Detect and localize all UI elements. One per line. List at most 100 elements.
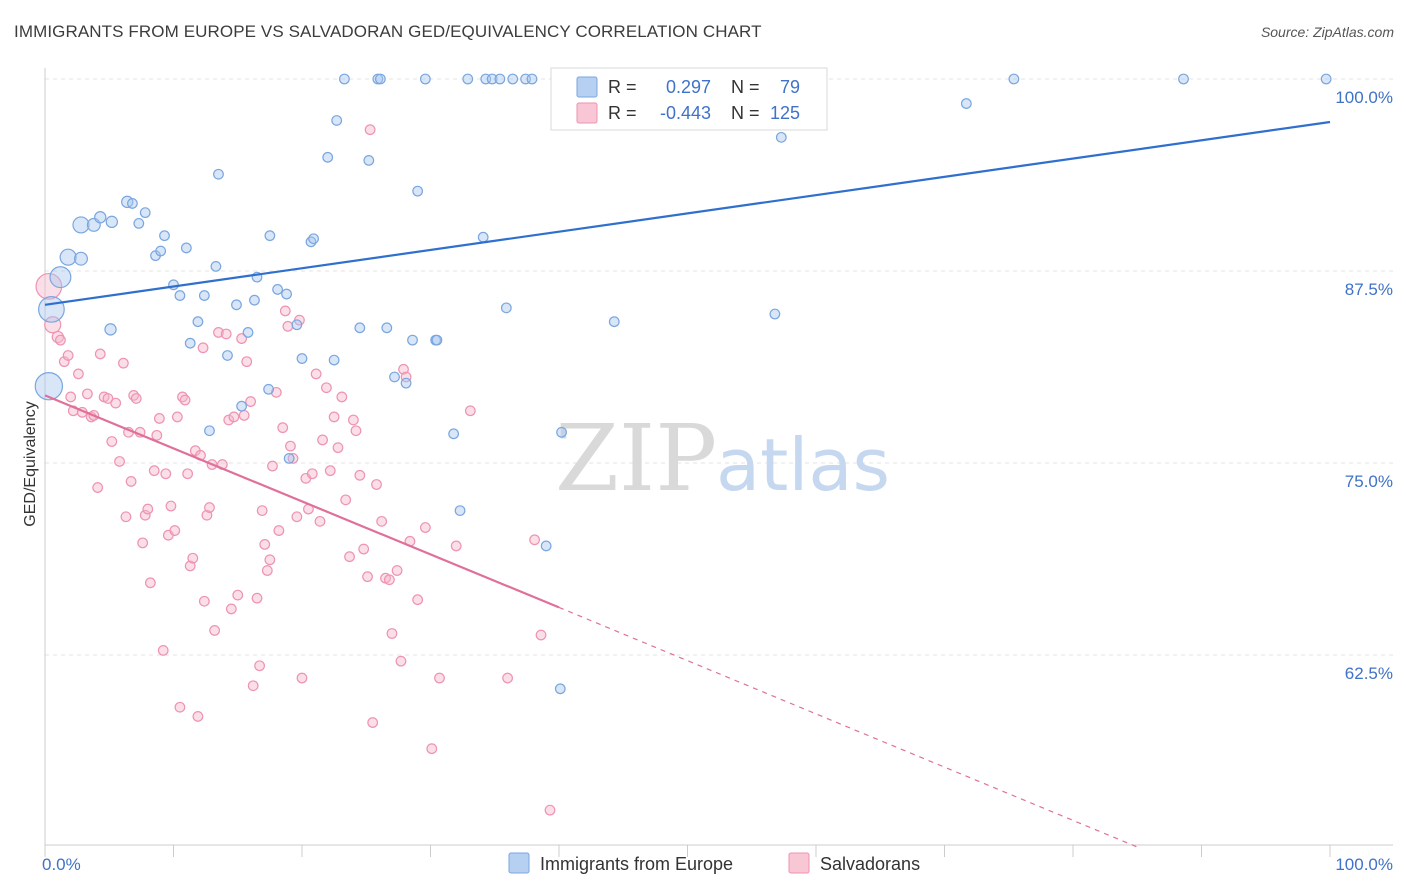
europe-point-76 <box>1008 73 1020 85</box>
salvadoran-point-66 <box>247 680 259 692</box>
salvadoran-point-14 <box>94 348 106 360</box>
salvadoran-point-92 <box>328 411 340 423</box>
europe-point-49 <box>381 322 393 334</box>
salvadoran-point-61 <box>232 589 244 601</box>
salvadoran-point-98 <box>350 425 362 437</box>
salvadoran-point-25 <box>130 393 142 404</box>
salvadoran-point-31 <box>148 465 160 477</box>
salvadoran-point-65 <box>245 396 257 407</box>
europe-point-8 <box>105 215 119 229</box>
salvadoran-point-96 <box>344 551 355 563</box>
europe-point-57 <box>448 428 460 440</box>
salvadoran-point-93 <box>332 442 344 454</box>
europe-point-43 <box>331 115 343 126</box>
y-axis-label: GED/Equivalency <box>22 401 39 526</box>
europe-point-77 <box>1178 73 1189 85</box>
salvadoran-point-62 <box>236 333 248 344</box>
europe-point-16 <box>159 230 170 242</box>
salvadoran-point-58 <box>223 414 235 426</box>
y-tick-label-3: 62.5% <box>1345 664 1393 683</box>
watermark-atlas: atlas <box>716 423 890 507</box>
europe-point-78 <box>1320 73 1332 85</box>
europe-point-58 <box>454 505 466 517</box>
europe-point-4 <box>73 251 88 266</box>
salvadoran-point-101 <box>362 571 373 583</box>
europe-point-62 <box>486 73 498 85</box>
europe-point-2 <box>49 266 72 289</box>
axes <box>44 68 1393 857</box>
salvadoran-point-57 <box>220 328 232 340</box>
salvadoran-point-120 <box>502 672 514 684</box>
salvadoran-point-18 <box>110 397 122 409</box>
europe-point-29 <box>242 327 254 338</box>
europe-point-50 <box>389 371 400 383</box>
europe-point-53 <box>412 185 424 197</box>
salvadoran-point-117 <box>434 672 445 684</box>
europe-point-22 <box>198 290 210 301</box>
legend-n-label-2: N = <box>731 103 760 123</box>
salvadoran-point-45 <box>187 552 199 564</box>
salvadoran-point-80 <box>287 452 299 464</box>
europe-point-18 <box>174 290 186 301</box>
europe-point-15 <box>155 245 167 257</box>
watermark-zip: ZIP <box>555 405 717 512</box>
europe-point-5 <box>72 216 90 234</box>
salvadoran-point-40 <box>174 701 186 713</box>
salvadoran-point-88 <box>314 515 326 527</box>
salvadoran-point-122 <box>535 629 547 641</box>
salvadoran-point-105 <box>376 515 388 527</box>
europe-point-38 <box>296 353 308 364</box>
europe-point-47 <box>372 73 384 85</box>
salvadoran-point-6 <box>65 391 77 403</box>
bottom-legend-swatch-pink <box>788 852 810 874</box>
europe-point-33 <box>264 230 276 242</box>
salvadoran-point-99 <box>354 469 366 481</box>
legend-n-label-1: N = <box>731 77 760 97</box>
x-tick-max: 100.0% <box>1335 855 1393 874</box>
salvadoran-point-107 <box>383 574 395 586</box>
salvadoran-point-68 <box>254 660 265 672</box>
europe-point-9 <box>104 323 117 336</box>
europe-point-25 <box>213 168 224 180</box>
europe-point-36 <box>283 452 295 464</box>
salvadoran-point-19 <box>114 456 125 467</box>
salvadoran-point-78 <box>282 320 294 332</box>
europe-point-65 <box>507 73 519 85</box>
europe-point-52 <box>407 334 418 346</box>
europe-point-7 <box>94 211 107 224</box>
europe-point-75 <box>960 98 972 109</box>
salvadoran-point-89 <box>317 434 328 446</box>
salvadoran-point-64 <box>241 356 253 368</box>
salvadoran-point-94 <box>336 391 348 403</box>
europe-point-20 <box>184 337 196 349</box>
salvadoran-point-43 <box>182 468 194 480</box>
legend-r-label-1: R = <box>608 77 637 97</box>
salvadorans-points <box>35 124 556 816</box>
europe-point-67 <box>526 73 538 85</box>
salvadoran-point-59 <box>225 603 237 615</box>
salvadoran-point-0 <box>35 272 63 300</box>
europe-point-3 <box>59 248 77 266</box>
salvadoran-point-29 <box>142 503 154 515</box>
salvadoran-point-4 <box>58 356 70 368</box>
salvadoran-point-17 <box>106 436 118 447</box>
salvadoran-point-119 <box>464 405 476 417</box>
salvadoran-point-116 <box>426 743 438 755</box>
salvadoran-point-109 <box>391 565 403 576</box>
salvadoran-point-49 <box>197 342 209 354</box>
salvadoran-point-35 <box>160 468 172 480</box>
europe-point-12 <box>133 217 145 229</box>
salvadoran-point-42 <box>179 394 191 406</box>
europe-point-63 <box>494 73 506 85</box>
salvadoran-point-69 <box>256 505 268 517</box>
salvadoran-point-33 <box>153 413 165 424</box>
salvadoran-point-70 <box>259 539 271 550</box>
y-tick-labels: 100.0% 87.5% 75.0% 62.5% <box>1335 88 1393 683</box>
salvadoran-point-16 <box>102 393 114 404</box>
salvadoran-point-118 <box>450 540 462 552</box>
europe-point-0 <box>34 372 64 401</box>
watermark: ZIP atlas <box>555 405 890 512</box>
y-tick-label-1: 87.5% <box>1345 280 1393 299</box>
salvadoran-point-60 <box>228 411 240 423</box>
europe-point-45 <box>354 322 366 334</box>
